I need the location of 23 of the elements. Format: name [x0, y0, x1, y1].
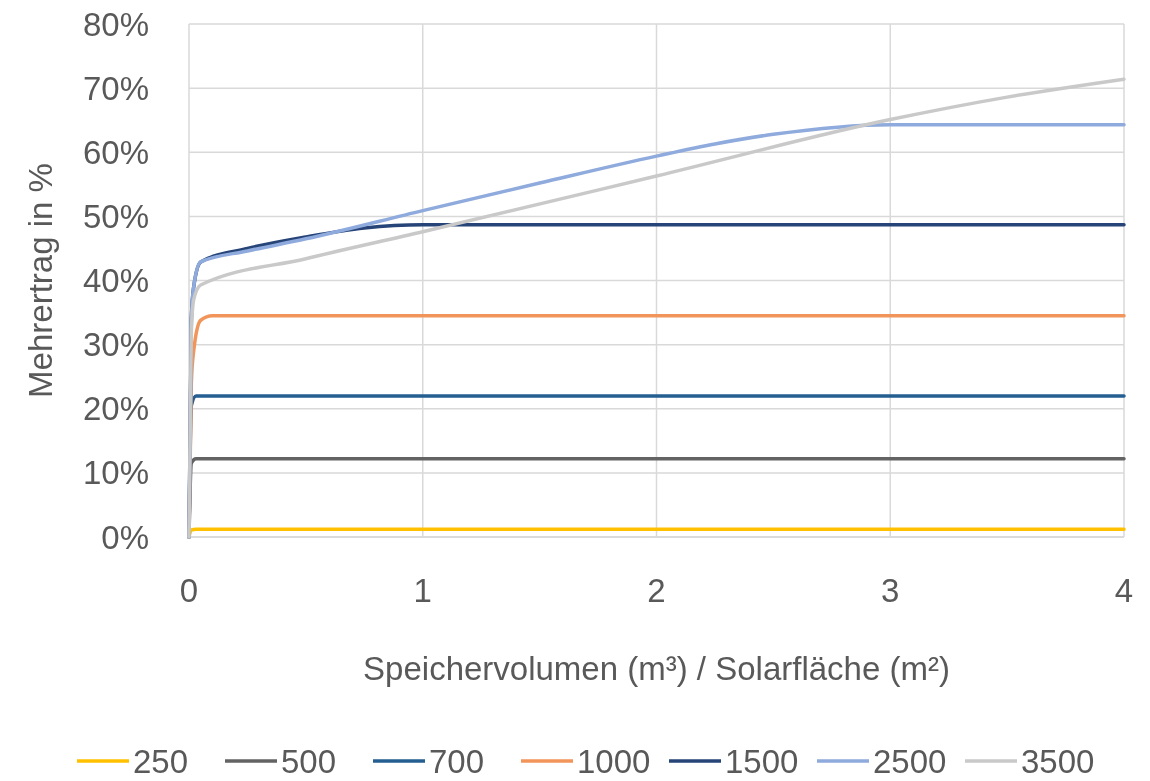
y-axis-title: Mehrertrag in % — [22, 163, 59, 398]
legend-label: 1000 — [577, 742, 651, 780]
legend-label: 700 — [429, 742, 485, 780]
x-axis-title: Speichervolumen (m³) / Solarfläche (m²) — [363, 650, 950, 687]
y-tick-label: 60% — [82, 133, 149, 171]
y-tick-label: 50% — [82, 197, 149, 235]
x-tick-label: 2 — [647, 572, 666, 609]
legend-label: 250 — [133, 742, 189, 780]
y-tick-label: 30% — [82, 326, 149, 364]
y-tick-label: 80% — [82, 5, 149, 43]
y-tick-label: 10% — [82, 454, 149, 492]
y-tick-label: 0% — [101, 518, 149, 556]
legend-label: 3500 — [1021, 742, 1095, 780]
legend-label: 2500 — [873, 742, 947, 780]
x-tick-label: 0 — [179, 572, 199, 609]
y-tick-label: 70% — [82, 69, 149, 107]
y-tick-label: 20% — [82, 390, 149, 428]
x-tick-label: 1 — [413, 572, 432, 609]
legend-label: 500 — [281, 742, 337, 780]
y-tick-label: 40% — [82, 262, 149, 299]
legend-label: 1500 — [725, 742, 799, 780]
x-tick-label: 4 — [1114, 572, 1134, 609]
x-tick-label: 3 — [881, 572, 900, 609]
